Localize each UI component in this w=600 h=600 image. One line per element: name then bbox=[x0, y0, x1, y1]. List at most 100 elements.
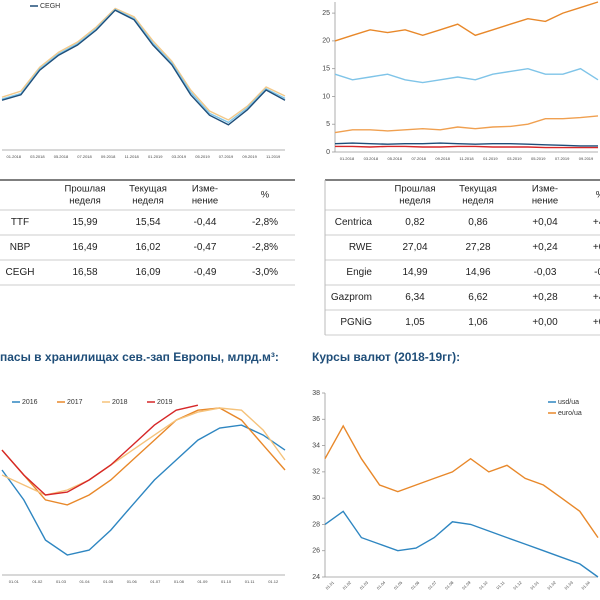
x-tick-label: 01.04 bbox=[80, 579, 91, 584]
table-cell: 15,99 bbox=[72, 217, 97, 228]
x-tick-label: 01.03 bbox=[563, 579, 574, 590]
legend-label: euro/ua bbox=[558, 410, 582, 417]
table-cell: +4, bbox=[593, 292, 600, 303]
series-line bbox=[1, 9, 286, 126]
x-tick-label: 09.2019 bbox=[242, 154, 257, 159]
x-tick-label: 01.02 bbox=[32, 579, 43, 584]
y-tick-label: 10 bbox=[322, 93, 330, 100]
y-tick-label: 0 bbox=[326, 149, 330, 156]
x-tick-label: 09.2018 bbox=[435, 156, 450, 161]
x-tick-label: 01.11 bbox=[495, 579, 506, 590]
legend-label: 2018 bbox=[112, 399, 128, 406]
table-header: % bbox=[596, 190, 600, 201]
x-tick-label: 01.01 bbox=[9, 579, 20, 584]
table-cell: 14,99 bbox=[402, 267, 427, 278]
table-header: Изме- bbox=[192, 184, 218, 195]
table-cell: +0,04 bbox=[532, 217, 558, 228]
y-tick-label: 32 bbox=[312, 469, 320, 476]
table-cell: 16,02 bbox=[135, 242, 160, 253]
x-tick-label: 01.04 bbox=[580, 579, 591, 590]
table-cell: -0,44 bbox=[194, 217, 217, 228]
table-header: Прошлая bbox=[395, 184, 436, 195]
y-tick-label: 20 bbox=[322, 38, 330, 45]
x-tick-label: 09.2019 bbox=[579, 156, 594, 161]
x-tick-label: 03.2019 bbox=[172, 154, 187, 159]
table-cell: CEGH bbox=[6, 267, 35, 278]
table-header: % bbox=[261, 190, 270, 201]
series-line bbox=[324, 510, 599, 578]
table-cell: -0, bbox=[594, 267, 600, 278]
series-line bbox=[1, 424, 286, 556]
table-cell: +0, bbox=[593, 317, 600, 328]
series-line bbox=[334, 142, 598, 147]
x-tick-label: 01.06 bbox=[410, 579, 421, 590]
x-tick-label: 01.2018 bbox=[7, 154, 22, 159]
x-tick-label: 05.2018 bbox=[54, 154, 69, 159]
table-header: неделя bbox=[399, 196, 431, 207]
table-cell: 15,54 bbox=[135, 217, 160, 228]
x-tick-label: 01.05 bbox=[103, 579, 114, 584]
y-tick-label: 5 bbox=[326, 121, 330, 128]
y-tick-label: 38 bbox=[312, 390, 320, 397]
series-line bbox=[324, 424, 599, 538]
legend-label: CEGH bbox=[40, 3, 60, 10]
y-tick-label: 34 bbox=[312, 442, 320, 449]
table-cell: -3,0% bbox=[252, 267, 278, 278]
x-tick-label: 07.2019 bbox=[219, 154, 234, 159]
table-header: Изме- bbox=[532, 184, 558, 195]
table-cell: +0, bbox=[593, 242, 600, 253]
table-cell: -2,8% bbox=[252, 217, 278, 228]
table-header: неделя bbox=[462, 196, 494, 207]
x-tick-label: 01.08 bbox=[174, 579, 185, 584]
x-tick-label: 01.03 bbox=[358, 579, 369, 590]
table-cell: 27,04 bbox=[402, 242, 427, 253]
table-cell: -0,49 bbox=[194, 267, 217, 278]
table-cell: +0,00 bbox=[532, 317, 558, 328]
table-cell: Centrica bbox=[335, 217, 373, 228]
table-cell: -2,8% bbox=[252, 242, 278, 253]
x-tick-label: 01.02 bbox=[546, 579, 557, 590]
table-cell: Gazprom bbox=[331, 292, 372, 303]
x-tick-label: 01.2019 bbox=[148, 154, 163, 159]
table-cell: PGNiG bbox=[340, 317, 372, 328]
table-cell: +0,24 bbox=[532, 242, 558, 253]
legend-label: 2016 bbox=[22, 399, 38, 406]
x-tick-label: 01.03 bbox=[56, 579, 67, 584]
table-cell: 14,96 bbox=[465, 267, 490, 278]
table-cell: -0,03 bbox=[534, 267, 557, 278]
series-line bbox=[1, 404, 199, 496]
series-line bbox=[1, 7, 286, 121]
x-tick-label: 01.01 bbox=[324, 579, 335, 590]
table-cell: 16,49 bbox=[72, 242, 97, 253]
x-tick-label: 01.08 bbox=[444, 579, 455, 590]
x-tick-label: 01.10 bbox=[478, 579, 489, 590]
x-tick-label: 07.2018 bbox=[77, 154, 92, 159]
x-tick-label: 01.09 bbox=[461, 579, 472, 590]
table-cell: +4, bbox=[593, 217, 600, 228]
x-tick-label: 07.2019 bbox=[555, 156, 570, 161]
y-tick-label: 28 bbox=[312, 521, 320, 528]
x-tick-label: 03.2018 bbox=[364, 156, 379, 161]
series-line bbox=[1, 407, 286, 506]
table-header: неделя bbox=[132, 196, 164, 207]
y-tick-label: 25 bbox=[322, 10, 330, 17]
table-cell: NBP bbox=[10, 242, 31, 253]
table-header: нение bbox=[532, 196, 558, 207]
x-tick-label: 01.2019 bbox=[483, 156, 498, 161]
x-tick-label: 03.2018 bbox=[30, 154, 45, 159]
x-tick-label: 01.06 bbox=[127, 579, 138, 584]
table-cell: 16,09 bbox=[135, 267, 160, 278]
table-cell: 27,28 bbox=[465, 242, 490, 253]
series-line bbox=[334, 1, 599, 42]
x-tick-label: 11.2018 bbox=[459, 156, 474, 161]
x-tick-label: 01.12 bbox=[512, 579, 523, 590]
chart-title: пасы в хранилищах сев.-зап Европы, млрд.… bbox=[0, 350, 279, 364]
table-cell: RWE bbox=[349, 242, 372, 253]
table-header: неделя bbox=[69, 196, 101, 207]
x-tick-label: 01.10 bbox=[221, 579, 232, 584]
x-tick-label: 01.11 bbox=[245, 579, 255, 584]
series-line bbox=[1, 8, 286, 124]
legend-label: 2019 bbox=[157, 399, 173, 406]
table-cell: 1,06 bbox=[468, 317, 488, 328]
